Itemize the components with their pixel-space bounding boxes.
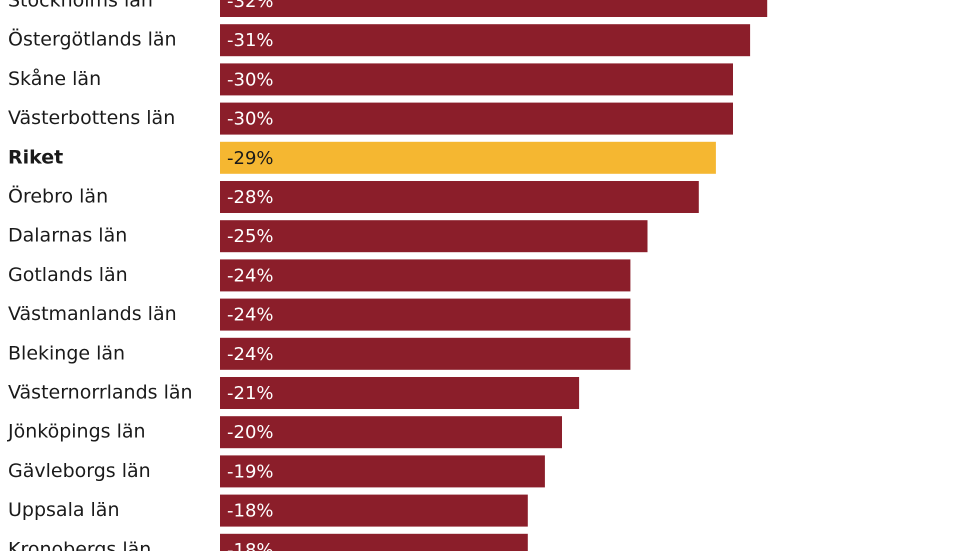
category-label: Örebro län [8, 185, 108, 208]
category-label: Uppsala län [8, 499, 120, 521]
bar [220, 298, 631, 331]
category-label: Jönköpings län [7, 421, 146, 443]
bar-value-label: -18% [227, 540, 274, 551]
category-label: Blekinge län [8, 342, 125, 364]
bar [220, 24, 751, 57]
chart-rows: Stockholms län -32% Östergötlands län -31% S… [7, 0, 768, 551]
bar-value-label: -30% [227, 109, 274, 130]
bar [220, 0, 768, 17]
bar [220, 102, 733, 135]
bar-highlight [220, 141, 716, 174]
category-label: Gotlands län [8, 264, 128, 286]
category-label: Västernorrlands län [8, 382, 193, 404]
bar-value-label: -30% [227, 69, 274, 90]
bar-value-label: -19% [227, 461, 274, 482]
bar-value-label: -31% [227, 30, 274, 51]
category-label: Västmanlands län [8, 303, 177, 325]
bar [220, 337, 631, 370]
bar [220, 63, 733, 96]
bar-value-label: -29% [227, 148, 274, 169]
bar-value-label: -28% [227, 187, 274, 208]
bar [220, 259, 631, 292]
bar-value-label: -24% [227, 265, 274, 286]
category-label: Stockholms län [8, 0, 153, 12]
category-label: Gävleborgs län [8, 460, 151, 482]
bar-value-label: -21% [227, 383, 274, 404]
category-label: Västerbottens län [8, 107, 175, 129]
bar [220, 181, 699, 213]
category-label: Skåne län [8, 67, 101, 90]
bar-value-label: -20% [227, 422, 274, 443]
bar [220, 533, 528, 551]
bar [220, 494, 528, 527]
bar-value-label: -25% [227, 226, 274, 247]
bar [220, 377, 580, 409]
bar-value-label: -24% [227, 344, 274, 365]
category-label: Dalarnas län [8, 225, 127, 247]
category-label: Kronobergs län [8, 538, 151, 551]
bar-value-label: -18% [227, 501, 274, 522]
bar [220, 416, 562, 449]
category-label: Östergötlands län [8, 28, 177, 51]
bar-value-label: -24% [227, 305, 274, 326]
category-label: Riket [8, 146, 63, 168]
bar [220, 455, 545, 488]
bar-value-label: -32% [227, 0, 274, 12]
bar [220, 220, 648, 253]
